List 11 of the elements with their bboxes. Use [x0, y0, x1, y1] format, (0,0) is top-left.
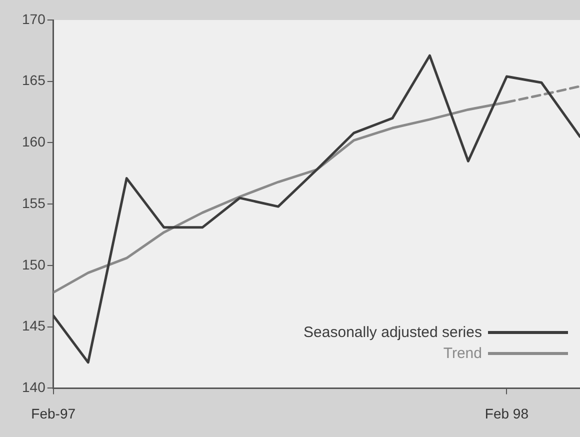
text: Seasonally adjusted series: [304, 324, 482, 342]
y-tick-label: 160: [22, 134, 46, 150]
x-tick-label: Feb 98: [484, 405, 529, 422]
y-tick-label: 140: [22, 379, 46, 396]
y-tick-label: 165: [22, 72, 46, 88]
text: Trend: [443, 345, 482, 362]
y-tick-label: 145: [22, 318, 46, 334]
y-tick-label: 155: [22, 194, 46, 211]
y-tick-label: 150: [22, 256, 46, 272]
x-tick-label: Feb-97: [31, 405, 76, 422]
y-tick-label: 170: [22, 10, 46, 27]
